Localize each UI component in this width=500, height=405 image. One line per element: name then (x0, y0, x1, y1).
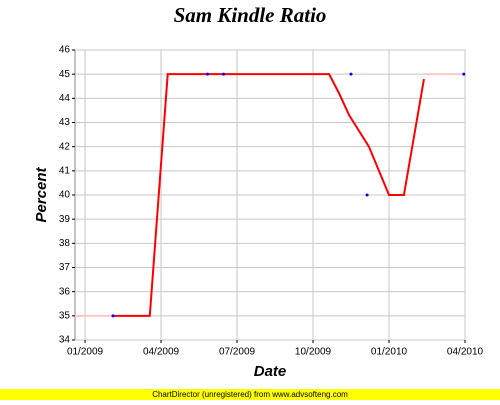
x-axis-title: Date (254, 363, 287, 380)
footer-bar (0, 389, 500, 400)
x-tick-label: 01/2009 (67, 347, 104, 358)
y-tick-label: 37 (59, 262, 71, 273)
y-tick-label: 35 (59, 310, 71, 321)
data-point (222, 72, 226, 76)
y-tick-label: 34 (59, 335, 71, 346)
data-point (206, 72, 210, 76)
y-tick-label: 38 (59, 238, 71, 249)
series-line (112, 73, 425, 317)
data-point (349, 72, 353, 76)
y-tick-label: 36 (59, 286, 71, 297)
y-tick-label: 42 (59, 141, 71, 152)
data-point (111, 314, 115, 318)
x-tick-label: 07/2009 (219, 347, 256, 358)
data-point (462, 72, 466, 76)
y-tick-label: 41 (59, 165, 71, 176)
y-tick-label: 43 (59, 117, 71, 128)
x-tick-label: 04/2010 (447, 347, 484, 358)
chart-title: Sam Kindle Ratio (174, 3, 327, 27)
x-tick-label: 10/2009 (295, 347, 332, 358)
y-tick-label: 46 (59, 45, 71, 56)
y-tick-label: 45 (59, 69, 71, 80)
y-axis-title: Percent (33, 166, 50, 222)
footer-text: ChartDirector (unregistered) from www.ad… (152, 390, 348, 399)
x-tick-label: 04/2009 (143, 347, 180, 358)
x-tick-label: 01/2010 (371, 347, 408, 358)
y-tick-label: 44 (59, 93, 71, 104)
y-tick-label: 39 (59, 214, 71, 225)
y-tick-label: 40 (59, 190, 71, 201)
data-point (365, 193, 369, 197)
series-line (75, 73, 465, 317)
